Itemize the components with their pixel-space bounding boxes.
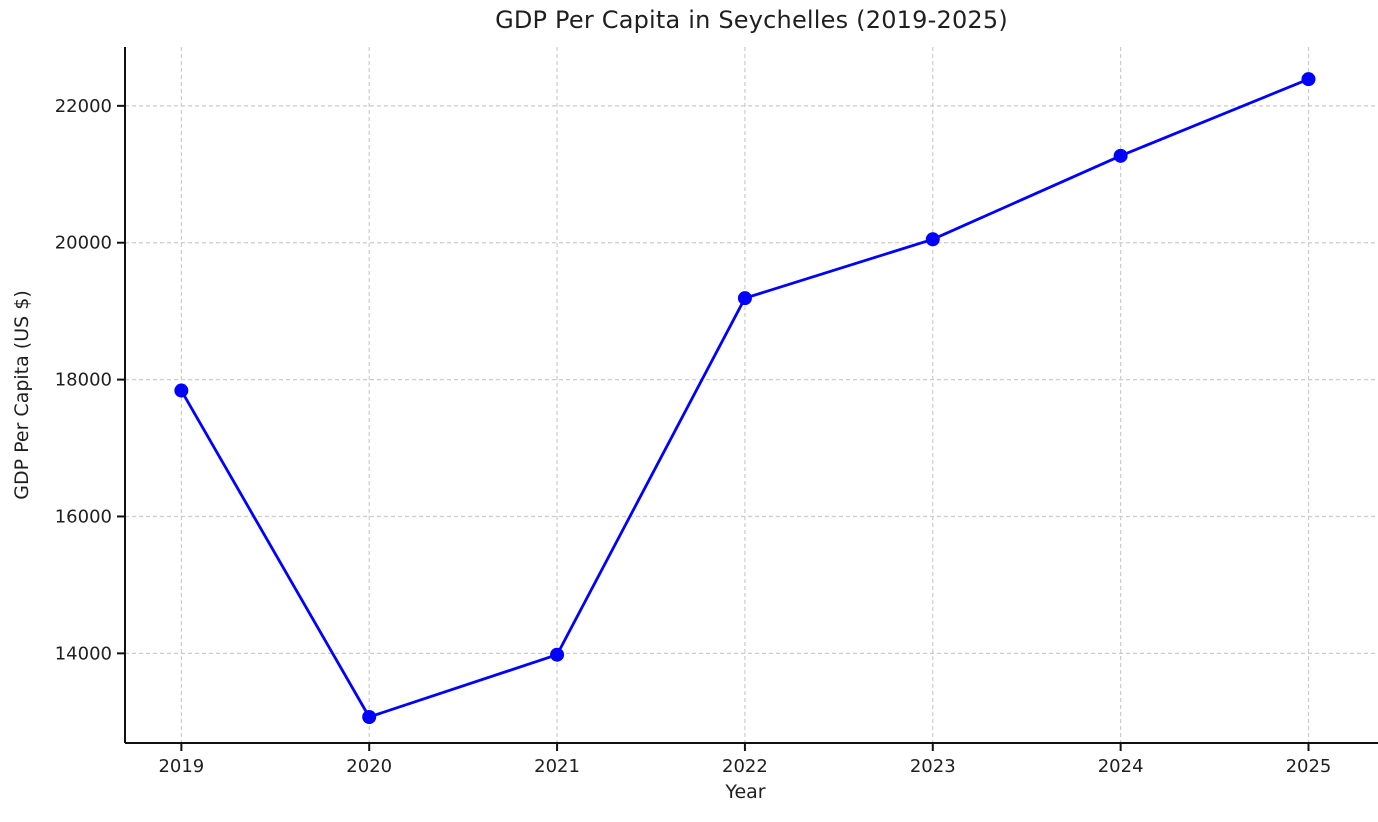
y-tick-label: 14000 [55, 643, 112, 664]
x-tick-label: 2020 [346, 756, 392, 777]
data-point [1301, 72, 1316, 87]
y-tick-label: 20000 [55, 233, 112, 254]
x-tick-label: 2024 [1098, 756, 1144, 777]
data-point [737, 291, 752, 306]
x-axis-label: Year [725, 781, 766, 803]
x-tick-label: 2019 [158, 756, 204, 777]
data-point [362, 709, 377, 724]
data-point [550, 647, 565, 662]
y-tick-label: 18000 [55, 370, 112, 391]
chart-title: GDP Per Capita in Seychelles (2019-2025) [495, 6, 1008, 34]
x-tick-label: 2022 [722, 756, 768, 777]
y-axis-label-text: GDP Per Capita (US $) [11, 290, 33, 500]
data-point [174, 383, 189, 398]
x-tick-label: 2021 [534, 756, 580, 777]
data-point [925, 232, 940, 247]
y-tick-label: 22000 [55, 96, 112, 117]
data-point [1113, 148, 1128, 163]
x-tick-label: 2025 [1286, 756, 1332, 777]
x-tick-label: 2023 [910, 756, 956, 777]
y-tick-label: 16000 [55, 506, 112, 527]
